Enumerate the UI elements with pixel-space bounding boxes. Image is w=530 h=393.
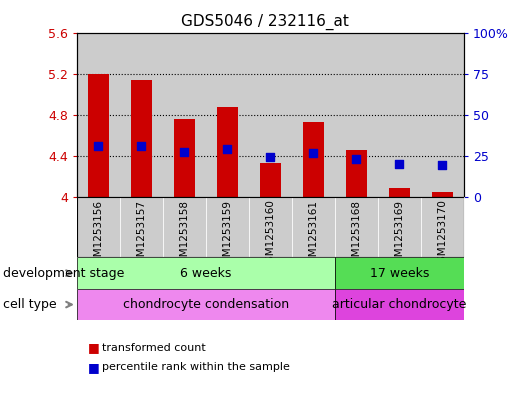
Point bbox=[94, 142, 103, 149]
Bar bbox=[292, 196, 335, 257]
Text: GSM1253170: GSM1253170 bbox=[437, 200, 447, 270]
Text: development stage: development stage bbox=[3, 266, 124, 280]
Bar bbox=[378, 33, 421, 196]
Text: chondrocyte condensation: chondrocyte condensation bbox=[123, 298, 289, 311]
Bar bbox=[120, 33, 163, 196]
Text: ■: ■ bbox=[87, 361, 99, 374]
Bar bbox=[130, 80, 152, 196]
Bar bbox=[249, 196, 292, 257]
Text: 6 weeks: 6 weeks bbox=[180, 266, 232, 280]
Bar bbox=[206, 196, 249, 257]
Bar bbox=[421, 33, 464, 196]
Point bbox=[180, 149, 189, 155]
Bar bbox=[378, 196, 421, 257]
Bar bbox=[217, 107, 238, 196]
Text: GSM1253169: GSM1253169 bbox=[394, 200, 404, 270]
Text: GSM1253161: GSM1253161 bbox=[308, 200, 319, 270]
Text: transformed count: transformed count bbox=[102, 343, 206, 353]
Bar bbox=[335, 289, 464, 320]
Text: GSM1253158: GSM1253158 bbox=[179, 200, 189, 270]
Bar bbox=[163, 196, 206, 257]
Bar bbox=[77, 33, 120, 196]
Bar bbox=[87, 74, 109, 196]
Text: GSM1253160: GSM1253160 bbox=[266, 200, 275, 270]
Text: GDS5046 / 232116_at: GDS5046 / 232116_at bbox=[181, 14, 349, 30]
Bar bbox=[173, 119, 195, 196]
Bar bbox=[249, 33, 292, 196]
Bar bbox=[335, 196, 378, 257]
Bar bbox=[77, 196, 120, 257]
Point bbox=[309, 149, 317, 156]
Point bbox=[266, 154, 275, 160]
Bar bbox=[431, 193, 453, 196]
Point bbox=[438, 162, 446, 168]
Point bbox=[395, 161, 403, 167]
Bar bbox=[77, 257, 335, 289]
Bar bbox=[388, 188, 410, 196]
Text: GSM1253168: GSM1253168 bbox=[351, 200, 361, 270]
Text: ■: ■ bbox=[87, 341, 99, 354]
Bar bbox=[163, 33, 206, 196]
Text: GSM1253159: GSM1253159 bbox=[222, 200, 232, 270]
Text: cell type: cell type bbox=[3, 298, 56, 311]
Bar bbox=[335, 33, 378, 196]
Bar bbox=[77, 289, 335, 320]
Bar bbox=[120, 196, 163, 257]
Point bbox=[223, 145, 232, 152]
Bar bbox=[346, 150, 367, 196]
Bar bbox=[292, 33, 335, 196]
Text: GSM1253157: GSM1253157 bbox=[136, 200, 146, 270]
Text: GSM1253156: GSM1253156 bbox=[93, 200, 103, 270]
Bar bbox=[335, 257, 464, 289]
Text: 17 weeks: 17 weeks bbox=[369, 266, 429, 280]
Point bbox=[352, 156, 360, 162]
Bar bbox=[260, 163, 281, 196]
Point bbox=[137, 142, 146, 149]
Bar bbox=[421, 196, 464, 257]
Bar bbox=[206, 33, 249, 196]
Bar bbox=[303, 122, 324, 196]
Text: percentile rank within the sample: percentile rank within the sample bbox=[102, 362, 290, 373]
Text: articular chondrocyte: articular chondrocyte bbox=[332, 298, 466, 311]
